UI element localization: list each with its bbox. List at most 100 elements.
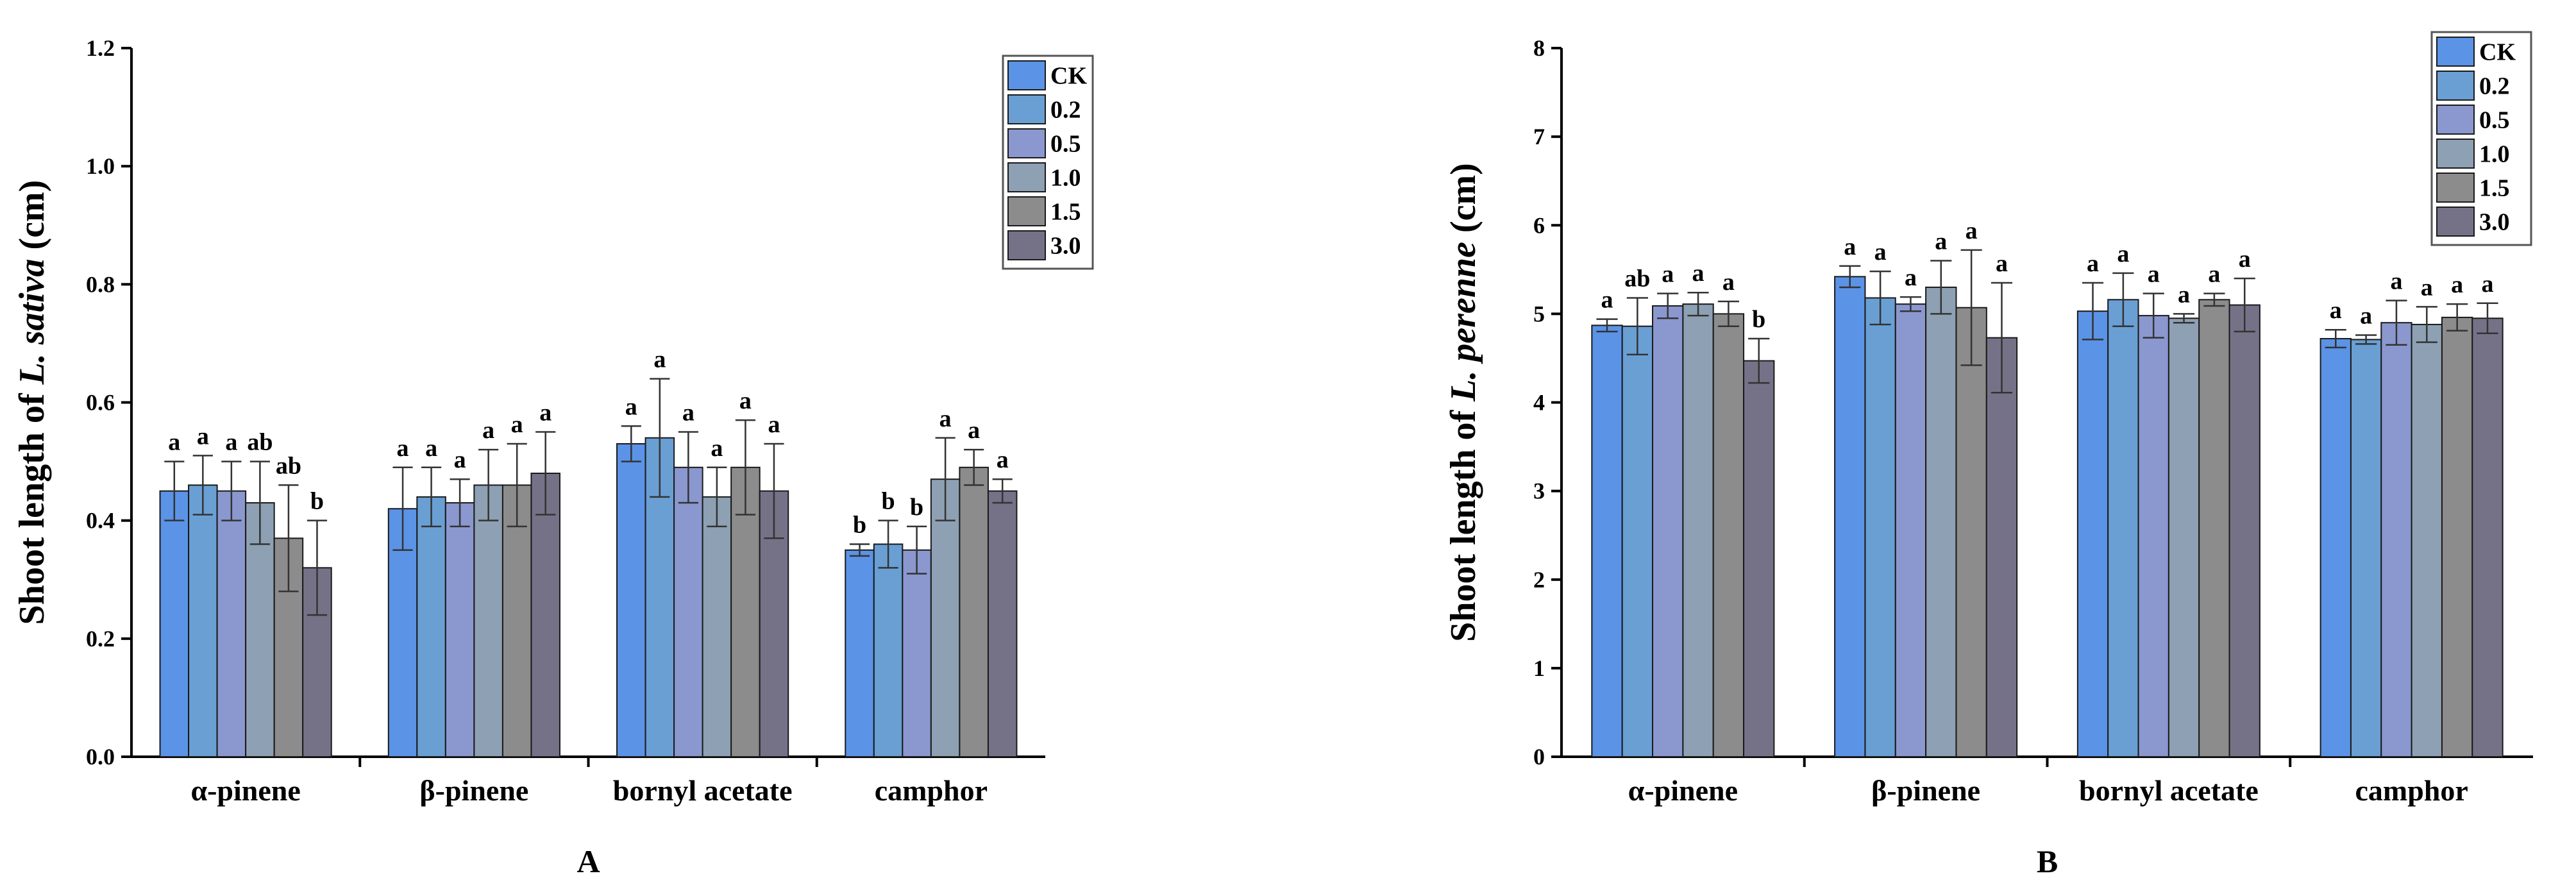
legend-swatch-0.2: [2436, 71, 2475, 101]
significance-label: a: [425, 435, 437, 462]
significance-label: a: [1874, 239, 1887, 266]
significance-label: b: [1752, 306, 1765, 333]
bar-0.5-3: [902, 549, 932, 757]
bar-3.0-2: [2228, 304, 2260, 757]
significance-label: a: [1935, 228, 1947, 255]
legend-label: CK: [2479, 39, 2516, 66]
bar-0.5-0: [216, 490, 247, 757]
bar-1.5-1: [1955, 307, 1987, 757]
significance-label: a: [1722, 269, 1735, 296]
significance-label: b: [310, 488, 324, 515]
y-tick-label: 0.4: [86, 508, 115, 534]
significance-label: a: [2330, 297, 2342, 324]
bar-CK-3: [845, 549, 875, 757]
y-tick-label: 7: [1533, 124, 1545, 149]
legend: CK 0.2 0.5 1.0 1.5 3.0: [2430, 31, 2532, 246]
x-category-label: α-pinene: [1628, 774, 1738, 807]
y-tick-label: 1: [1533, 655, 1545, 681]
bar-1.5-2: [2198, 299, 2230, 757]
significance-label: a: [968, 417, 980, 444]
y-tick-label: 0: [1533, 744, 1545, 770]
bar-3.0-1: [530, 473, 560, 757]
significance-label: a: [2481, 271, 2493, 298]
significance-label: a: [682, 400, 695, 426]
legend-label: 0.2: [1050, 97, 1081, 124]
legend-swatch-0.2: [1007, 94, 1046, 124]
significance-label: a: [2239, 246, 2251, 273]
x-category-label: camphor: [875, 774, 988, 807]
significance-label: a: [711, 435, 723, 462]
bar-3.0-3: [987, 490, 1018, 757]
legend-swatch-1.5: [2436, 173, 2475, 203]
significance-label: a: [1996, 250, 2008, 277]
y-tick-label: 0.0: [86, 744, 115, 770]
legend-swatch-CK: [1007, 60, 1046, 90]
legend-swatch-1.0: [1007, 162, 1046, 192]
panel-label: A: [577, 843, 600, 879]
significance-label: a: [2390, 268, 2402, 295]
y-axis-label: Shoot length of L. sativa (cm): [12, 180, 52, 625]
x-category-label: camphor: [2355, 774, 2468, 807]
legend-label: 1.5: [1050, 199, 1081, 226]
significance-label: ab: [247, 429, 273, 456]
legend-label: CK: [1050, 63, 1087, 90]
significance-label: a: [1844, 233, 1856, 260]
significance-label: a: [2117, 240, 2129, 267]
y-tick-label: 6: [1533, 212, 1545, 238]
significance-label: b: [910, 494, 923, 521]
legend-swatch-CK: [2436, 37, 2475, 67]
bar-0.5-3: [2380, 322, 2412, 757]
x-category-label: α-pinene: [190, 774, 300, 807]
bar-0.2-1: [1864, 297, 1896, 757]
legend-label: 1.0: [2479, 141, 2510, 168]
significance-label: ab: [1624, 266, 1650, 292]
legend-label: 0.5: [1050, 131, 1081, 158]
bar-0.2-3: [873, 543, 904, 757]
bar-CK-0: [1591, 325, 1623, 757]
significance-label: a: [1966, 217, 1978, 244]
y-tick-label: 5: [1533, 301, 1545, 326]
legend-swatch-1.5: [1007, 196, 1046, 226]
y-tick-label: 1.0: [86, 153, 115, 179]
bar-3.0-1: [1985, 337, 2018, 757]
legend-label: 1.0: [1050, 165, 1081, 192]
bar-CK-2: [616, 443, 646, 757]
x-category-label: β-pinene: [1871, 774, 1980, 807]
significance-label: a: [225, 429, 237, 456]
bar-CK-2: [2076, 310, 2109, 757]
significance-label: a: [197, 423, 209, 450]
bar-1.0-2: [702, 496, 732, 757]
significance-label: a: [997, 446, 1009, 473]
significance-label: a: [2360, 303, 2372, 330]
significance-label: a: [1692, 260, 1705, 287]
y-tick-label: 1.2: [86, 35, 115, 61]
legend-swatch-3.0: [1007, 230, 1046, 260]
legend-label: 0.5: [2479, 107, 2510, 134]
panel-label: B: [2037, 843, 2058, 879]
bar-0.5-2: [673, 466, 703, 758]
significance-label: ab: [276, 452, 301, 479]
bar-0.5-2: [2137, 315, 2169, 757]
x-category-label: bornyl acetate: [613, 774, 793, 807]
legend-swatch-3.0: [2436, 207, 2475, 237]
x-category-label: bornyl acetate: [2079, 774, 2259, 807]
significance-label: a: [397, 435, 409, 462]
y-tick-label: 0.2: [86, 626, 115, 652]
legend: CK 0.2 0.5 1.0 1.5 3.0: [1002, 55, 1094, 270]
bar-0.2-2: [2107, 299, 2139, 757]
x-category-label: β-pinene: [419, 774, 528, 807]
significance-label: a: [625, 393, 637, 420]
bar-1.0-0: [1682, 303, 1714, 757]
legend-label: 3.0: [1050, 233, 1081, 260]
significance-label: a: [939, 405, 952, 432]
bar-0.5-1: [444, 502, 475, 758]
significance-label: a: [2087, 250, 2099, 277]
significance-label: b: [882, 488, 895, 515]
significance-label: a: [1601, 287, 1613, 314]
bar-1.5-3: [959, 466, 989, 758]
bar-3.0-0: [1743, 360, 1775, 757]
significance-label: a: [739, 387, 752, 414]
